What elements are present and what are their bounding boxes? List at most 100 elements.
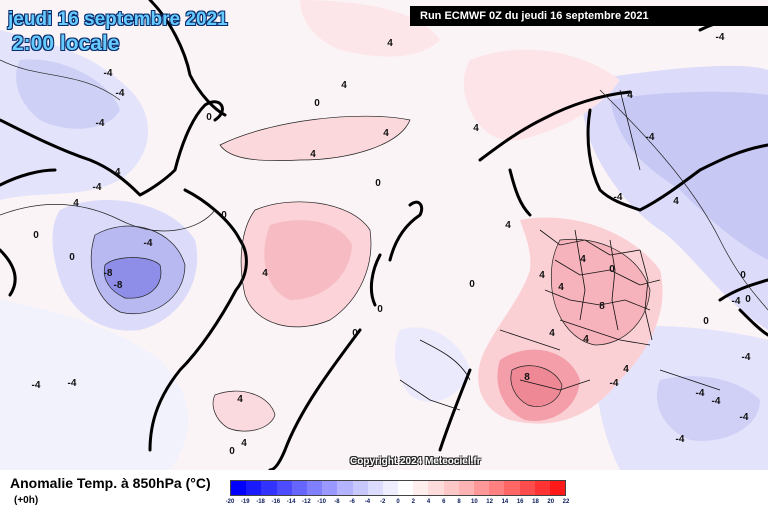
contour-label: -4 bbox=[144, 238, 153, 249]
contour-label: 4 bbox=[473, 123, 479, 134]
legend-tick-label: -6 bbox=[349, 499, 355, 505]
contour-label: -4 bbox=[96, 118, 105, 129]
contour-label: -4 bbox=[676, 434, 685, 445]
contour-label: 0 bbox=[221, 210, 227, 221]
contour-label: -4 bbox=[696, 388, 705, 399]
legend-tick-label: -19 bbox=[240, 499, 250, 505]
legend-swatch bbox=[246, 481, 262, 495]
contour-label: -8 bbox=[114, 280, 123, 291]
contour-label: -4 bbox=[732, 296, 741, 307]
contour-label: 0 bbox=[314, 98, 320, 109]
legend-tick-label: 22 bbox=[562, 499, 570, 505]
legend-swatch bbox=[443, 481, 459, 495]
contour-label: 4 bbox=[310, 149, 316, 160]
legend-swatch bbox=[291, 481, 307, 495]
legend-tick-label: 2 bbox=[411, 499, 415, 505]
legend-tick-label: 4 bbox=[426, 499, 431, 505]
legend-swatch bbox=[231, 481, 247, 495]
map-area: 4 4 -4 -4 0 4 4 4 0 -4 -4 0 4 -4 0 4 0 -… bbox=[0, 0, 768, 470]
legend-swatch bbox=[474, 481, 490, 495]
contour-label: -4 bbox=[646, 132, 655, 143]
legend-swatch bbox=[398, 481, 414, 495]
date-title: jeudi 16 septembre 2021 bbox=[8, 9, 228, 30]
legend-tick-label: -8 bbox=[334, 499, 340, 505]
contour-label: 4 bbox=[383, 128, 389, 139]
contour-label: -4 bbox=[740, 412, 749, 423]
contour-label: 4 bbox=[539, 270, 545, 281]
forecast-offset: (+0h) bbox=[14, 495, 39, 506]
legend-tick-label: -4 bbox=[364, 499, 371, 505]
contour-label: 4 bbox=[73, 198, 79, 209]
contour-label: 0 bbox=[703, 316, 709, 327]
contour-label: 4 bbox=[237, 394, 243, 405]
legend-tick-label: -14 bbox=[286, 499, 296, 505]
contour-label: 4 bbox=[580, 254, 586, 265]
contour-label: 4 bbox=[241, 438, 247, 449]
legend-swatch bbox=[549, 481, 566, 495]
legend-swatch bbox=[489, 481, 505, 495]
contour-label: 0 bbox=[69, 252, 75, 263]
legend-swatch bbox=[261, 481, 277, 495]
contour-label: 0 bbox=[377, 304, 383, 315]
run-label: Run ECMWF 0Z du jeudi 16 septembre 2021 bbox=[410, 6, 768, 26]
legend-swatch bbox=[534, 481, 550, 495]
contour-label: 0 bbox=[740, 270, 746, 281]
legend-swatch bbox=[337, 481, 353, 495]
contour-label: -4 bbox=[716, 32, 725, 43]
contour-label: 0 bbox=[352, 328, 358, 339]
legend-tick-label: -20 bbox=[225, 499, 235, 505]
contour-label: -4 bbox=[93, 182, 102, 193]
legend-tick-label: 18 bbox=[532, 499, 539, 505]
footer: Anomalie Temp. à 850hPa (°C) (+0h) -20 -1… bbox=[0, 470, 768, 512]
copyright-label: Copyright 2024 Meteociel.fr bbox=[350, 456, 481, 467]
anomaly-map: 4 4 -4 -4 0 4 4 4 0 -4 -4 0 4 -4 0 4 0 -… bbox=[0, 0, 768, 470]
legend-tick-label: 6 bbox=[442, 499, 446, 505]
legend-tick-label: 16 bbox=[516, 499, 524, 505]
legend-tick-label: -16 bbox=[271, 499, 281, 505]
contour-label: -8 bbox=[104, 268, 113, 279]
legend-swatch bbox=[382, 481, 399, 495]
contour-label: -4 bbox=[112, 167, 121, 178]
legend-swatch bbox=[367, 481, 383, 495]
legend-tick-label: -18 bbox=[256, 499, 265, 505]
legend-tick-label: 10 bbox=[471, 499, 478, 505]
contour-label: 4 bbox=[673, 196, 679, 207]
legend-swatch bbox=[352, 481, 368, 495]
contour-label: 0 bbox=[609, 264, 615, 275]
legend-tick-label: -12 bbox=[302, 499, 311, 505]
contour-label: -4 bbox=[104, 68, 113, 79]
legend-swatch bbox=[306, 481, 323, 495]
legend-swatch bbox=[413, 481, 429, 495]
contour-label: 0 bbox=[745, 294, 751, 305]
contour-label: 0 bbox=[229, 446, 235, 457]
color-legend bbox=[230, 480, 566, 496]
legend-ticks: -20 -19 -18 -16 -14 -12 -10 -8 -6 -4 -2 0 2 4 6 8 10 12 14… bbox=[226, 499, 570, 509]
variable-title: Anomalie Temp. à 850hPa (°C) bbox=[10, 475, 211, 491]
legend-swatch bbox=[428, 481, 444, 495]
contour-label: 4 bbox=[549, 328, 555, 339]
contour-label: 4 bbox=[627, 90, 633, 101]
legend-swatch bbox=[504, 481, 520, 495]
contour-label: 8 bbox=[599, 301, 605, 312]
contour-label: 4 bbox=[387, 38, 393, 49]
legend-tick-label: 0 bbox=[396, 499, 400, 505]
contour-label: -4 bbox=[610, 378, 619, 389]
local-time-title: 2:00 locale bbox=[12, 32, 120, 55]
contour-label: 4 bbox=[558, 282, 564, 293]
contour-label: 4 bbox=[505, 220, 511, 231]
legend-tick-label: 12 bbox=[486, 499, 493, 505]
contour-label: 0 bbox=[33, 230, 39, 241]
legend-swatch bbox=[458, 481, 474, 495]
legend-tick-label: -10 bbox=[317, 499, 326, 505]
contour-label: 8 bbox=[524, 372, 530, 383]
contour-label: -4 bbox=[712, 396, 721, 407]
contour-label: 4 bbox=[623, 364, 629, 375]
legend-tick-label: 8 bbox=[457, 499, 461, 505]
contour-label: 4 bbox=[341, 80, 347, 91]
contour-label: -4 bbox=[614, 192, 623, 203]
contour-label: 0 bbox=[469, 279, 475, 290]
contour-label: 4 bbox=[262, 268, 268, 279]
contour-label: -4 bbox=[32, 380, 41, 391]
legend-swatch bbox=[322, 481, 338, 495]
contour-label: -4 bbox=[116, 88, 125, 99]
